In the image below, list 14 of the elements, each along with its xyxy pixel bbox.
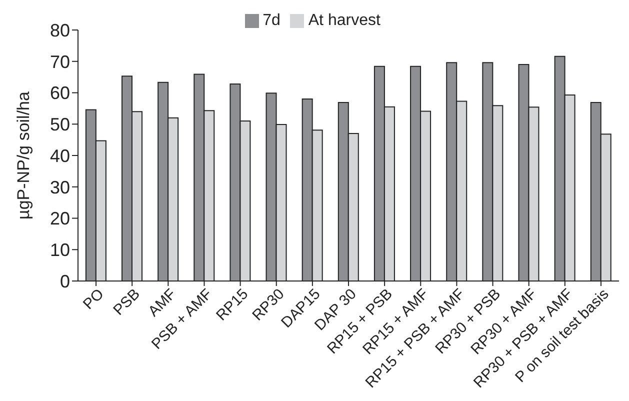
y-tick-label: 80	[50, 20, 70, 40]
y-tick-label: 30	[50, 177, 70, 198]
legend-label: 7d	[262, 12, 280, 29]
y-tick-label: 50	[50, 114, 70, 135]
y-axis-title: µgP-NP/g soil/ha	[14, 91, 34, 220]
y-tick-label: 20	[50, 208, 70, 229]
y-tick-label: 40	[50, 146, 70, 166]
y-tick-label: 60	[50, 83, 70, 104]
legend-label: At harvest	[308, 12, 380, 29]
x-tick-label: PSB	[110, 286, 144, 319]
y-tick-label: 70	[50, 52, 70, 72]
y-tick-label: 10	[50, 240, 70, 260]
x-tick-label: PO	[80, 286, 108, 313]
y-tick-label: 0	[60, 271, 70, 292]
